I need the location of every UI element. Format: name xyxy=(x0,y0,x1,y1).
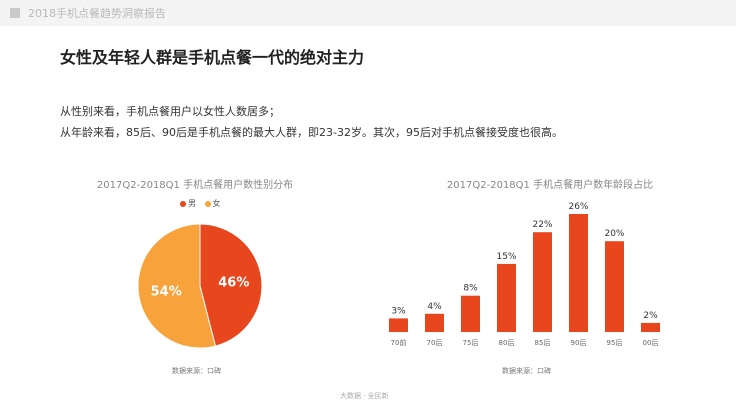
bar-7 xyxy=(641,322,660,332)
legend-label-female: 女 xyxy=(212,199,221,208)
pie-slice-female xyxy=(137,223,217,349)
bar-0 xyxy=(389,318,408,332)
bar-value-label-1: 4% xyxy=(427,302,442,312)
bar-2 xyxy=(461,295,480,332)
bar-5 xyxy=(569,214,588,332)
pie-slice-female-label: 54% xyxy=(151,284,182,299)
x-tick-label-7: 00后 xyxy=(643,338,659,347)
legend-label-male: 男 xyxy=(188,199,196,208)
bar-6 xyxy=(605,241,624,332)
slide-headline: 女性及年轻人群是手机点餐一代的绝对主力 xyxy=(60,48,365,67)
pie-slice-male xyxy=(199,223,263,347)
x-tick-label-1: 70后 xyxy=(427,338,443,347)
bar-value-label-0: 3% xyxy=(391,306,406,316)
bar-3 xyxy=(497,263,516,332)
description-line-gender: 从性别来看，手机点餐用户以女性人数居多； xyxy=(60,105,280,118)
bar-4 xyxy=(533,232,552,332)
legend-item-male: 男 xyxy=(180,198,196,209)
legend-swatch-female xyxy=(204,200,211,207)
bar-chart-title: 2017Q2-2018Q1 手机点餐用户数年龄段占比 xyxy=(446,180,654,191)
bar-1 xyxy=(425,313,444,332)
header-square-icon xyxy=(10,8,20,18)
pie-legend: 男 女 xyxy=(180,198,227,209)
legend-item-female: 女 xyxy=(204,198,221,209)
footer-credit: 大数据 · 全民新 xyxy=(340,392,389,400)
bar-value-label-5: 26% xyxy=(568,202,588,212)
x-tick-label-2: 75后 xyxy=(463,338,479,347)
bar-value-label-6: 20% xyxy=(604,229,624,239)
bar-value-label-7: 2% xyxy=(643,311,658,321)
x-tick-label-0: 70前 xyxy=(391,338,407,347)
pie-chart-title: 2017Q2-2018Q1 手机点餐用户数性别分布 xyxy=(96,180,294,191)
x-tick-label-4: 85后 xyxy=(535,338,551,347)
x-tick-label-5: 90后 xyxy=(571,338,587,347)
x-tick-label-6: 95后 xyxy=(607,338,623,347)
pie-data-source: 数据来源：口碑 xyxy=(172,367,221,375)
bar-value-label-2: 8% xyxy=(463,284,478,294)
bar-data-source: 数据来源：口碑 xyxy=(502,367,551,375)
report-header-bar: 2018手机点餐趋势洞察报告 xyxy=(0,0,736,26)
x-tick-label-3: 80后 xyxy=(499,338,515,347)
description-line-age: 从年龄来看，85后、90后是手机点餐的最大人群，即23-32岁。其次，95后对手… xyxy=(60,126,563,139)
legend-swatch-male xyxy=(180,200,186,207)
bar-value-label-3: 15% xyxy=(496,252,516,262)
report-title: 2018手机点餐趋势洞察报告 xyxy=(28,7,166,20)
bar-value-label-4: 22% xyxy=(532,220,552,230)
pie-slice-male-label: 46% xyxy=(218,276,249,291)
